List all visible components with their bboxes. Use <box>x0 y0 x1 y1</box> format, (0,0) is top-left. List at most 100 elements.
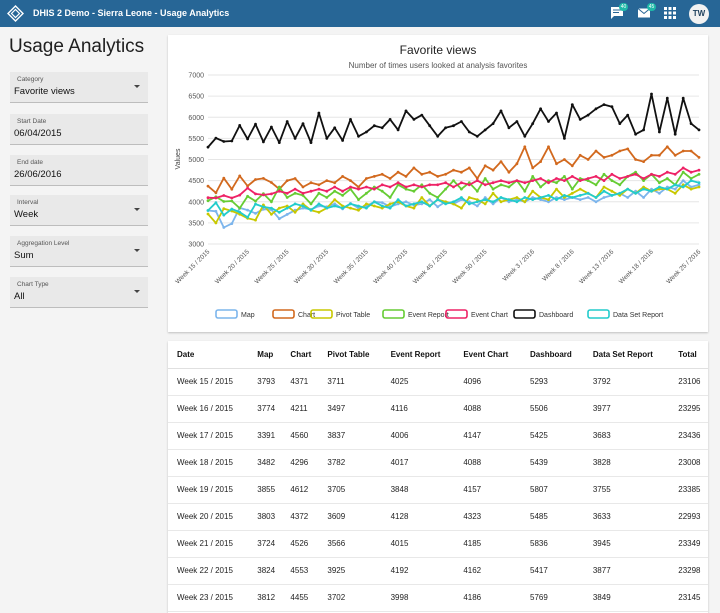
data-point[interactable] <box>428 198 432 202</box>
data-point[interactable] <box>301 194 305 197</box>
data-point[interactable] <box>697 128 701 132</box>
data-point[interactable] <box>214 196 218 200</box>
data-point[interactable] <box>285 204 289 208</box>
data-point[interactable] <box>246 186 249 190</box>
legend-item-label[interactable]: Dashboard <box>539 312 573 319</box>
data-point[interactable] <box>222 140 226 143</box>
data-point[interactable] <box>452 168 455 172</box>
data-point[interactable] <box>531 196 535 199</box>
legend-swatch[interactable] <box>445 309 468 319</box>
data-point[interactable] <box>325 196 329 199</box>
data-point[interactable] <box>380 204 384 208</box>
data-point[interactable] <box>206 209 210 212</box>
data-point[interactable] <box>563 194 566 197</box>
data-point[interactable] <box>578 153 582 157</box>
data-point[interactable] <box>277 210 281 214</box>
data-point[interactable] <box>365 130 368 134</box>
data-point[interactable] <box>460 196 463 199</box>
data-point[interactable] <box>333 126 337 130</box>
data-point[interactable] <box>396 202 400 206</box>
data-point[interactable] <box>515 200 519 204</box>
data-point[interactable] <box>460 187 463 191</box>
data-point[interactable] <box>697 183 701 187</box>
data-point[interactable] <box>301 185 305 189</box>
data-point[interactable] <box>523 189 527 193</box>
data-point[interactable] <box>341 204 344 208</box>
data-point[interactable] <box>254 192 257 196</box>
data-point[interactable] <box>483 198 487 202</box>
data-point[interactable] <box>404 200 408 204</box>
data-point[interactable] <box>285 196 289 199</box>
data-point[interactable] <box>238 193 242 197</box>
data-point[interactable] <box>697 168 701 172</box>
data-point[interactable] <box>254 218 257 222</box>
data-point[interactable] <box>357 185 360 189</box>
start-date-field[interactable]: Start Date 06/04/2015 <box>10 114 148 145</box>
data-point[interactable] <box>531 179 535 183</box>
data-point[interactable] <box>365 191 368 195</box>
data-point[interactable] <box>650 187 653 191</box>
data-point[interactable] <box>475 189 479 193</box>
data-point[interactable] <box>610 194 614 197</box>
data-point[interactable] <box>262 203 265 207</box>
data-point[interactable] <box>507 170 511 174</box>
data-point[interactable] <box>246 194 249 198</box>
data-point[interactable] <box>642 177 645 180</box>
aggregation-level-select[interactable]: Aggregation Level Sum <box>10 236 148 267</box>
data-point[interactable] <box>570 164 574 168</box>
data-point[interactable] <box>658 175 661 178</box>
data-point[interactable] <box>349 187 352 191</box>
data-point[interactable] <box>665 145 669 149</box>
data-point[interactable] <box>539 185 542 189</box>
data-point[interactable] <box>452 202 455 206</box>
data-point[interactable] <box>420 113 424 117</box>
data-point[interactable] <box>467 183 471 187</box>
data-point[interactable] <box>563 179 566 183</box>
data-point[interactable] <box>499 183 503 187</box>
data-point[interactable] <box>618 177 622 180</box>
data-point[interactable] <box>293 202 297 206</box>
data-point[interactable] <box>658 185 661 189</box>
data-point[interactable] <box>246 208 249 212</box>
data-point[interactable] <box>697 156 701 159</box>
apps-grid-icon[interactable] <box>664 7 676 19</box>
data-point[interactable] <box>230 199 234 203</box>
end-date-field[interactable]: End date 26/06/2016 <box>10 155 148 186</box>
data-point[interactable] <box>531 175 535 178</box>
data-point[interactable] <box>317 111 321 115</box>
data-point[interactable] <box>380 201 384 205</box>
data-point[interactable] <box>388 177 392 180</box>
data-point[interactable] <box>491 168 495 172</box>
data-point[interactable] <box>665 96 669 100</box>
data-point[interactable] <box>341 189 344 193</box>
data-point[interactable] <box>602 179 606 183</box>
data-point[interactable] <box>412 183 416 187</box>
data-point[interactable] <box>650 189 653 193</box>
data-point[interactable] <box>254 202 257 206</box>
data-point[interactable] <box>491 187 495 191</box>
data-point[interactable] <box>610 153 614 157</box>
data-point[interactable] <box>555 198 558 202</box>
data-point[interactable] <box>325 179 329 183</box>
data-point[interactable] <box>444 126 447 130</box>
data-point[interactable] <box>285 206 289 210</box>
data-point[interactable] <box>436 205 440 209</box>
data-point[interactable] <box>325 137 329 140</box>
data-point[interactable] <box>277 217 281 221</box>
data-point[interactable] <box>531 122 535 125</box>
data-point[interactable] <box>388 196 392 199</box>
data-point[interactable] <box>262 140 265 144</box>
data-point[interactable] <box>420 172 424 176</box>
data-point[interactable] <box>642 187 645 191</box>
data-point[interactable] <box>602 185 606 189</box>
data-point[interactable] <box>475 134 479 138</box>
chart-type-select[interactable]: Chart Type All <box>10 277 148 308</box>
data-point[interactable] <box>325 206 329 210</box>
data-point[interactable] <box>222 207 226 211</box>
data-point[interactable] <box>665 177 669 180</box>
data-point[interactable] <box>673 183 677 187</box>
data-point[interactable] <box>254 212 257 215</box>
data-point[interactable] <box>491 181 495 185</box>
data-point[interactable] <box>507 185 511 189</box>
data-point[interactable] <box>555 111 558 115</box>
